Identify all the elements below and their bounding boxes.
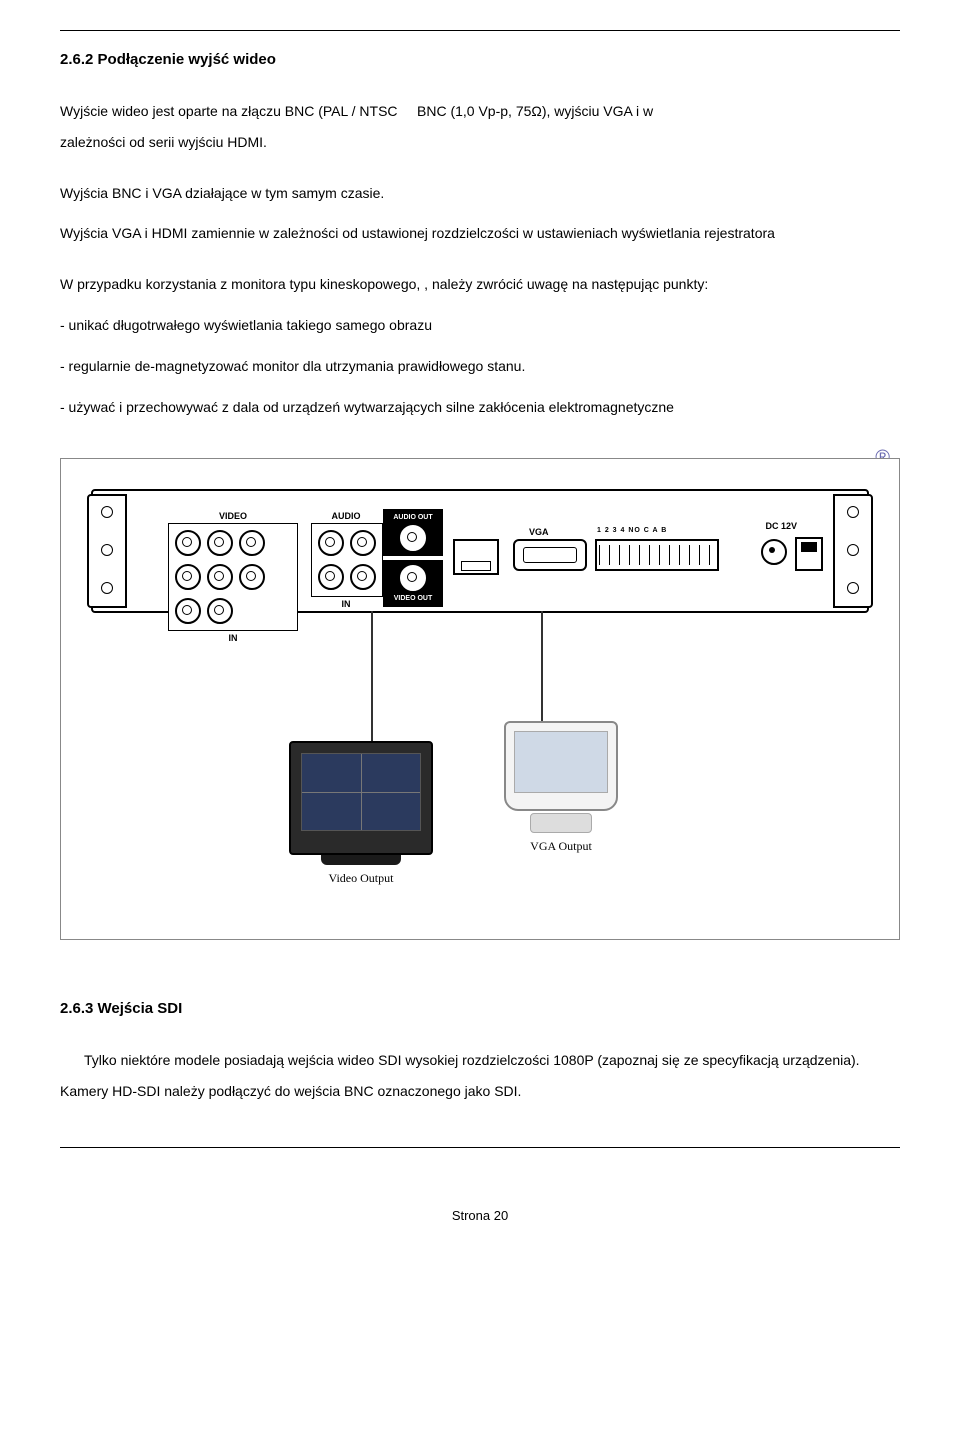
bnc-connector-icon (239, 564, 265, 590)
lcd-screen (514, 731, 608, 793)
in-label: IN (311, 599, 381, 609)
lcd-monitor-icon (504, 721, 618, 811)
paragraph-1: Wyjście wideo jest oparte na złączu BNC … (60, 96, 900, 158)
bnc-connector-icon (207, 530, 233, 556)
bnc-connector-icon (350, 530, 376, 556)
screw-icon (847, 544, 859, 556)
p1-line2: zależności od serii wyjściu HDMI. (60, 134, 267, 150)
bnc-connector-icon (175, 564, 201, 590)
screw-icon (101, 582, 113, 594)
bnc-audio-group (311, 523, 383, 597)
audio-out-block: AUDIO OUT VIDEO OUT (383, 509, 443, 607)
dvr-rear-panel: VIDEO IN AUDIO (91, 489, 869, 613)
section-heading-2: 2.6.3 Wejścia SDI (60, 1000, 900, 1017)
video-out-box: VIDEO OUT (383, 560, 443, 607)
terminal-block-icon (595, 539, 719, 571)
rack-ear-left (87, 494, 127, 608)
bnc-connector-icon (350, 564, 376, 590)
vga-label: VGA (529, 527, 549, 537)
bnc-connector-icon (400, 565, 426, 591)
video-label: VIDEO (163, 511, 303, 521)
p1-right: BNC (1,0 Vp-p, 75Ω), wyjściu VGA i w (417, 103, 653, 119)
bullet-2: - regularnie de-magnetyzować monitor dla… (60, 351, 900, 382)
section-heading-1: 2.6.2 Podłączenie wyjść wideo (60, 51, 900, 68)
figure-box: VIDEO IN AUDIO (60, 458, 900, 940)
lcd-monitor: VGA Output (491, 721, 631, 854)
screw-icon (847, 582, 859, 594)
bnc-connector-icon (400, 525, 426, 551)
bnc-connector-icon (318, 530, 344, 556)
figure-area: ® VIDEO (60, 447, 900, 940)
section-2: 2.6.3 Wejścia SDI Tylko niektóre modele … (60, 1000, 900, 1107)
dc-label: DC 12V (765, 521, 797, 531)
screw-icon (101, 544, 113, 556)
audio-label: AUDIO (311, 511, 381, 521)
connector-line (371, 611, 373, 741)
video-out-label: VIDEO OUT (394, 595, 433, 602)
bnc-video-group (168, 523, 298, 631)
paragraph-2a: Wyjścia BNC i VGA działające w tym samym… (60, 178, 900, 209)
bnc-connector-icon (207, 564, 233, 590)
audio-out-box: AUDIO OUT (383, 509, 443, 556)
lcd-stand (530, 813, 592, 833)
bnc-connector-icon (318, 564, 344, 590)
bottom-rule (60, 1147, 900, 1148)
paragraph-2b: Wyjścia VGA i HDMI zamiennie w zależnośc… (60, 218, 900, 249)
screw-icon (101, 506, 113, 518)
rack-ear-right (833, 494, 873, 608)
top-rule (60, 30, 900, 31)
power-switch-icon (795, 537, 823, 571)
connector-line (541, 611, 543, 721)
audio-in-block: AUDIO IN (311, 511, 381, 609)
bullet-3: - używać i przechowywać z dala od urządz… (60, 392, 900, 423)
crt-screen (301, 753, 421, 831)
video-in-block: VIDEO IN (163, 511, 303, 643)
in-label: IN (163, 633, 303, 643)
page-footer: Strona 20 (60, 1208, 900, 1223)
audio-out-label: AUDIO OUT (393, 514, 432, 521)
crt-monitor-icon (289, 741, 433, 855)
crt-monitor: Video Output (281, 741, 441, 886)
vga-port-icon (513, 539, 587, 571)
bnc-connector-icon (175, 598, 201, 624)
bnc-connector-icon (239, 530, 265, 556)
vga-output-caption: VGA Output (491, 839, 631, 854)
section2-paragraph: Tylko niektóre modele posiadają wejścia … (60, 1045, 900, 1107)
dc-jack-icon (761, 539, 787, 565)
bnc-connector-icon (207, 598, 233, 624)
paragraph-3-intro: W przypadku korzystania z monitora typu … (60, 269, 900, 300)
screw-icon (847, 506, 859, 518)
crt-base (321, 855, 401, 865)
bnc-connector-icon (175, 530, 201, 556)
p1-left: Wyjście wideo jest oparte na złączu BNC … (60, 103, 398, 119)
page: 2.6.2 Podłączenie wyjść wideo Wyjście wi… (0, 0, 960, 1263)
ethernet-port-icon (453, 539, 499, 575)
terminal-labels: 1 2 3 4 NO C A B (597, 527, 667, 534)
bullet-1: - unikać długotrwałego wyświetlania taki… (60, 310, 900, 341)
video-output-caption: Video Output (281, 871, 441, 886)
